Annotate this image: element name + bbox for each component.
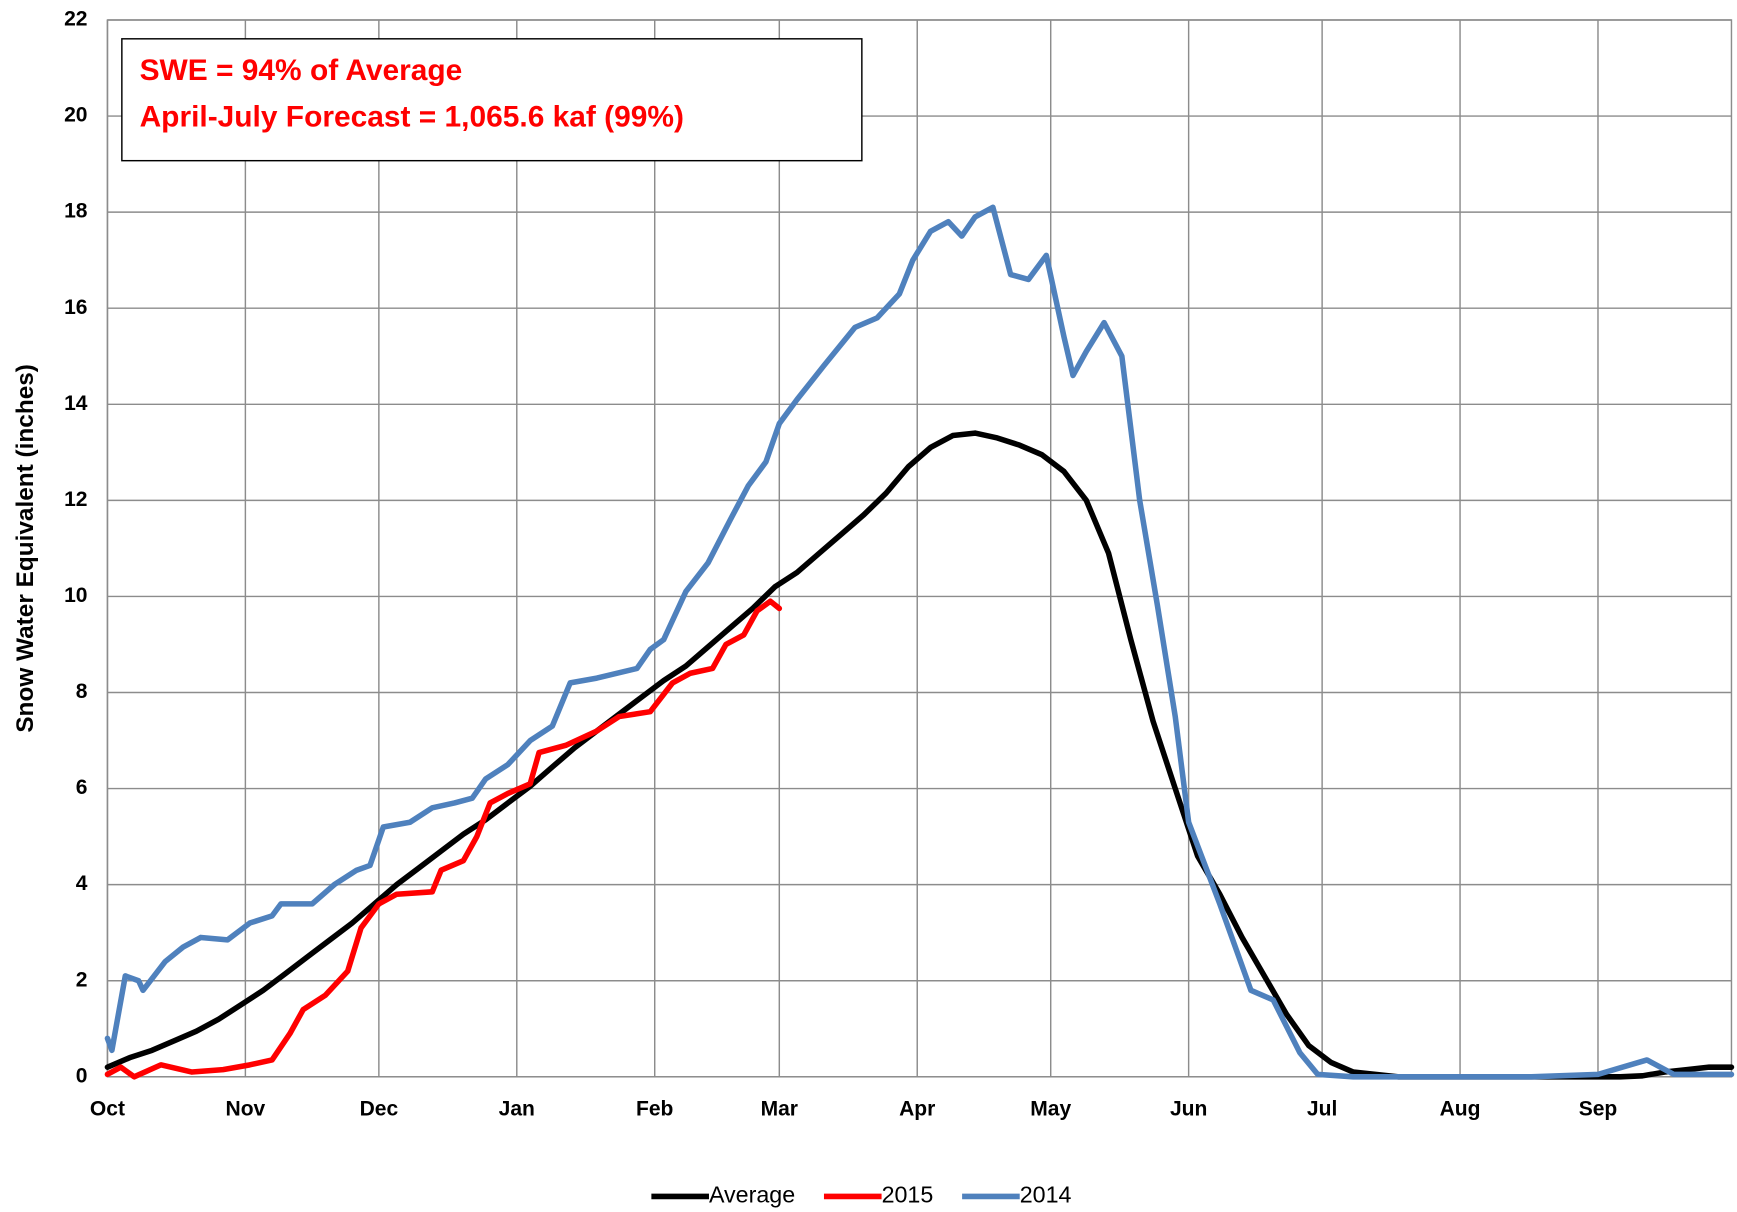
y-axis-label: Snow Water Equivalent (inches) bbox=[12, 364, 39, 733]
plot-border bbox=[106, 19, 1733, 1078]
y-tick-label: 16 bbox=[64, 296, 87, 319]
x-tick-label: Feb bbox=[636, 1098, 673, 1121]
legend-label: 2015 bbox=[882, 1182, 934, 1208]
y-tick-label: 14 bbox=[64, 392, 88, 415]
annotation-box bbox=[121, 38, 863, 162]
x-tick-label: Mar bbox=[761, 1098, 798, 1121]
x-tick-label: Sep bbox=[1579, 1098, 1618, 1121]
lines bbox=[104, 204, 1735, 1080]
x-tick-label: Aug bbox=[1440, 1098, 1481, 1121]
series-line bbox=[104, 430, 1735, 1080]
legend-label: Average bbox=[709, 1182, 795, 1208]
y-tick-label: 12 bbox=[64, 488, 87, 511]
x-tick-label: May bbox=[1030, 1098, 1071, 1121]
y-tick-label: 0 bbox=[76, 1064, 88, 1087]
x-tick-label: Jul bbox=[1307, 1098, 1337, 1121]
y-tick-label: 20 bbox=[64, 104, 87, 127]
legend: Average 2015 2014 bbox=[651, 1182, 1072, 1208]
y-tick-label: 2 bbox=[76, 968, 88, 991]
x-tick-label: Nov bbox=[226, 1098, 266, 1121]
legend-label: 2014 bbox=[1020, 1182, 1072, 1208]
y-tick-label: 10 bbox=[64, 584, 87, 607]
y-tick-label: 22 bbox=[64, 8, 87, 31]
annotation: SWE = 94% of Average bbox=[140, 54, 463, 87]
x-tick-label: Oct bbox=[90, 1098, 125, 1121]
y-tick-label: 4 bbox=[76, 872, 88, 895]
x-tick-label: Apr bbox=[899, 1098, 935, 1121]
annotation: April-July Forecast = 1,065.6 kaf (99%) bbox=[140, 100, 684, 133]
x-tick-label: Jan bbox=[499, 1098, 535, 1121]
y-tick-label: 6 bbox=[76, 776, 88, 799]
series-line bbox=[104, 598, 783, 1080]
series-line bbox=[104, 204, 1735, 1080]
y-tick-label: 18 bbox=[64, 200, 88, 223]
x-tick-label: Dec bbox=[360, 1098, 399, 1121]
y-tick-label: 8 bbox=[76, 680, 88, 703]
x-tick-label: Jun bbox=[1170, 1098, 1207, 1121]
